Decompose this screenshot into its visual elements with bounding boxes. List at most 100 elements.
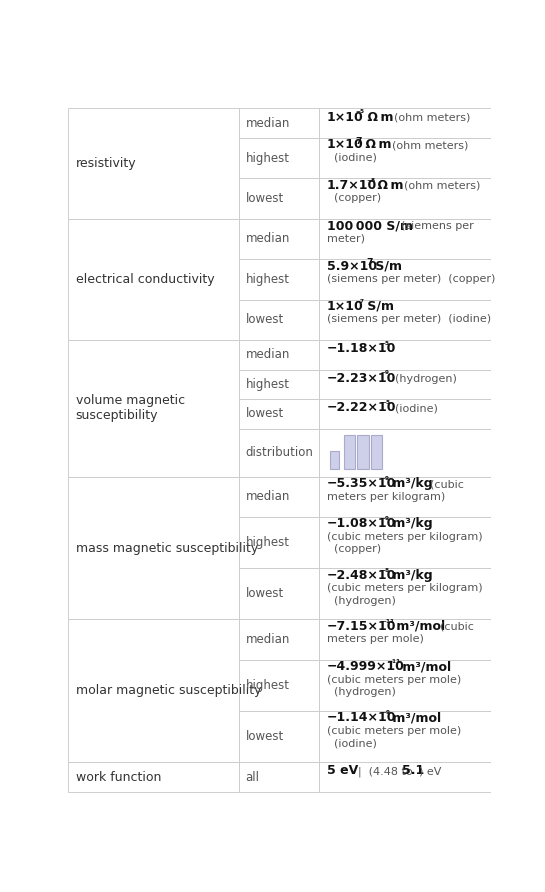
Text: (siemens per meter)  (copper): (siemens per meter) (copper) [327,274,495,284]
Text: m³/kg: m³/kg [388,517,433,531]
Text: −1.18×10: −1.18×10 [327,342,396,355]
Bar [239,260,319,300]
Bar [68,763,239,792]
Bar [239,369,319,399]
Text: m³/mol: m³/mol [388,712,441,724]
Text: ⁻⁷: ⁻⁷ [355,299,365,308]
Text: ⁻⁹: ⁻⁹ [381,516,390,525]
Text: meters per kilogram): meters per kilogram) [327,491,445,501]
Text: −2.48×10: −2.48×10 [327,569,396,582]
Text: (iodine): (iodine) [327,739,377,748]
Bar [319,399,490,429]
Bar [239,660,319,711]
Bar [239,340,319,369]
Bar [319,568,490,619]
Text: Ω m: Ω m [361,138,391,152]
Text: 100 000 S/m: 100 000 S/m [327,219,413,232]
Bar [319,260,490,300]
Text: ⁻⁹: ⁻⁹ [381,370,390,379]
Text: work function: work function [76,771,161,783]
Bar [239,300,319,340]
Text: ⁻⁹: ⁻⁹ [381,710,390,719]
Bar [239,219,319,260]
Text: (ohm meters): (ohm meters) [385,140,468,151]
Text: median: median [246,633,290,646]
Text: m³/kg: m³/kg [388,477,433,490]
Bar [319,340,490,369]
Bar [239,399,319,429]
Text: lowest: lowest [246,731,284,743]
Text: ) eV: ) eV [419,766,441,776]
Text: highest: highest [246,152,289,165]
Text: resistivity: resistivity [76,157,136,170]
Text: meter): meter) [327,234,365,244]
Bar [319,219,490,260]
Text: −4.999×10: −4.999×10 [327,660,405,673]
Text: 1×10: 1×10 [327,111,364,123]
Text: m³/kg: m³/kg [388,569,433,582]
Text: 5.1: 5.1 [402,764,424,777]
Text: (copper): (copper) [327,544,381,554]
Bar [319,619,490,660]
Bar [239,568,319,619]
Text: (iodine): (iodine) [389,403,438,413]
Text: (siemens per meter)  (iodine): (siemens per meter) (iodine) [327,315,491,325]
Text: −7.15×10: −7.15×10 [327,620,397,633]
Bar [239,763,319,792]
Text: (cubic meters per kilogram): (cubic meters per kilogram) [327,532,483,542]
Bar [239,517,319,568]
Bar [319,763,490,792]
Bar [239,476,319,517]
Text: 5.9×10: 5.9×10 [327,260,377,273]
Text: (ohm meters): (ohm meters) [386,112,470,122]
Bar [319,711,490,763]
Text: m³/mol: m³/mol [398,660,451,673]
Bar [319,369,490,399]
Text: −5.35×10: −5.35×10 [327,477,396,490]
Text: (cubic meters per mole): (cubic meters per mole) [327,726,461,736]
Text: lowest: lowest [246,408,284,420]
Text: 7: 7 [355,137,362,146]
Text: molar magnetic susceptibility: molar magnetic susceptibility [76,684,261,698]
Text: ⁻⁸: ⁻⁸ [381,567,390,576]
Bar [319,300,490,340]
Text: highest: highest [246,378,289,391]
Text: −2.23×10: −2.23×10 [327,372,396,384]
Text: Ω m: Ω m [363,111,393,123]
Text: highest: highest [246,679,289,692]
Bar [68,219,239,340]
Text: (hydrogen): (hydrogen) [388,374,457,384]
Bar [239,138,319,178]
Bar [319,517,490,568]
Text: S/m: S/m [371,260,402,273]
Text: highest: highest [246,536,289,549]
Bar [68,476,239,619]
Text: (cubic: (cubic [423,479,464,489]
Text: 5 eV: 5 eV [327,764,358,777]
Bar [239,619,319,660]
Text: 1×10: 1×10 [327,138,364,152]
Text: median: median [246,348,290,361]
Bar [319,178,490,219]
Text: lowest: lowest [246,313,284,326]
Text: ⁻¹¹: ⁻¹¹ [387,659,401,668]
Text: median: median [246,491,290,503]
Text: (cubic meters per mole): (cubic meters per mole) [327,674,461,685]
Text: Ω m: Ω m [373,178,404,192]
Text: lowest: lowest [246,192,284,205]
Text: ⁻¹¹: ⁻¹¹ [381,619,394,628]
Text: S/m: S/m [363,300,394,313]
Bar [68,109,239,219]
Text: ⁻⁵: ⁻⁵ [381,400,390,409]
Bar [357,435,369,469]
Text: median: median [246,233,290,245]
Text: median: median [246,117,290,129]
Text: (copper): (copper) [327,194,381,203]
Bar [239,711,319,763]
Text: (cubic meters per kilogram): (cubic meters per kilogram) [327,583,483,593]
Text: (siemens per: (siemens per [393,221,474,231]
Text: meters per mole): meters per mole) [327,634,424,644]
Text: electrical conductivity: electrical conductivity [76,273,214,285]
Text: 7: 7 [366,259,372,268]
Bar [68,340,239,476]
